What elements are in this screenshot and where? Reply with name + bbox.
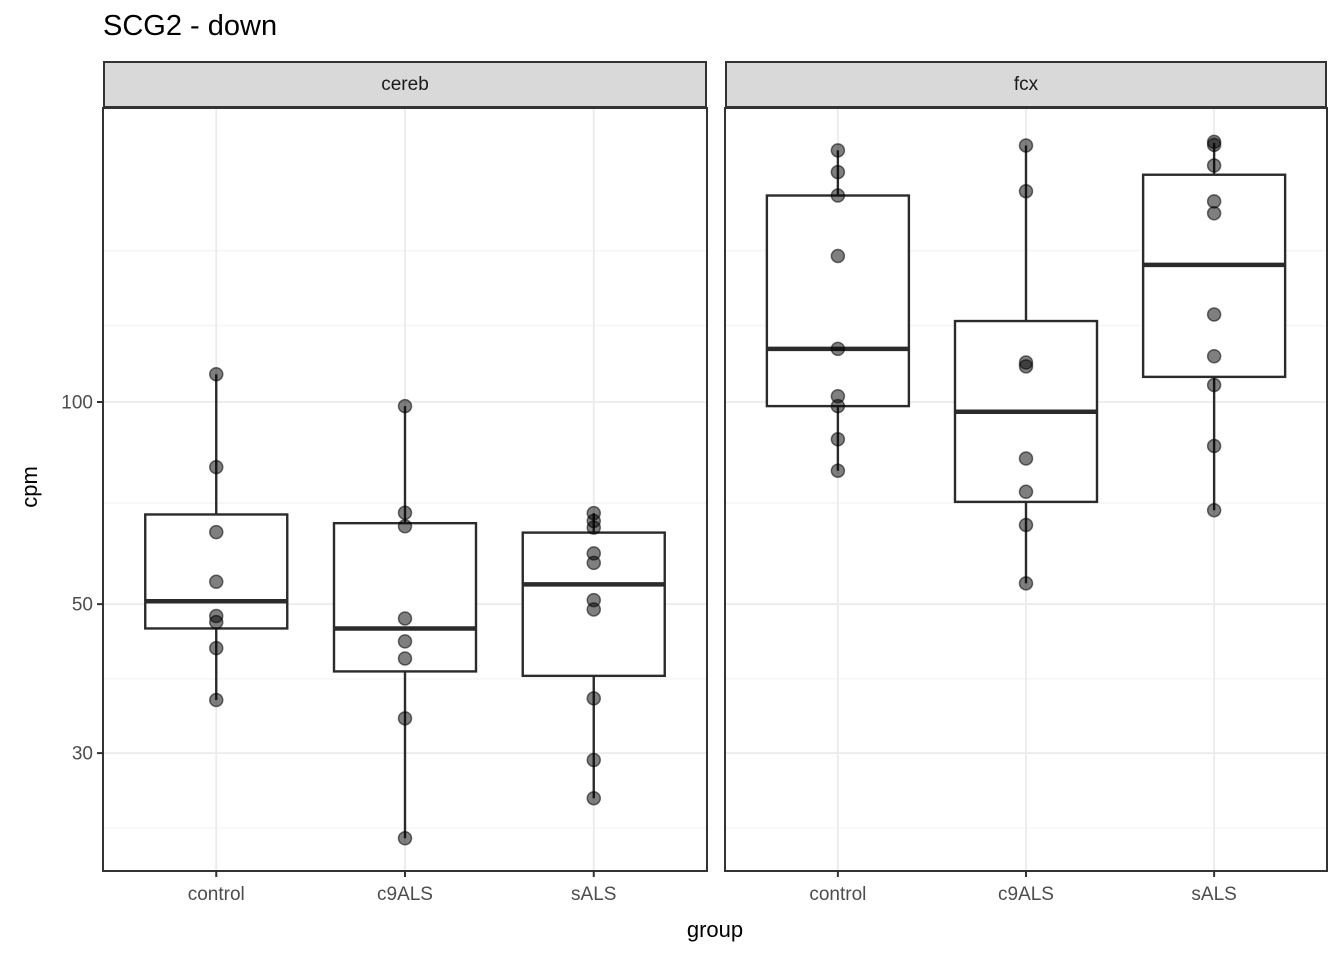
x-tick-label: control	[188, 884, 245, 905]
y-tick-label: 100	[61, 393, 93, 414]
data-point	[397, 651, 413, 666]
data-point	[586, 555, 601, 571]
data-point	[1206, 348, 1222, 364]
data-point	[1018, 484, 1034, 500]
data-point	[586, 691, 601, 706]
data-point	[397, 634, 413, 649]
x-axis-title: group	[686, 917, 744, 942]
y-axis-title: cpm	[17, 466, 42, 508]
data-point	[1206, 438, 1222, 454]
data-point	[1206, 158, 1222, 173]
y-tick-label: 30	[72, 744, 93, 765]
box-fcx-control	[765, 194, 911, 408]
data-point	[586, 602, 601, 617]
data-point	[586, 790, 601, 806]
chart-title: SCG2 - down	[103, 10, 278, 42]
data-point	[1206, 137, 1222, 153]
y-tick-label: 50	[72, 595, 93, 616]
facet-strip-cereb: cereb	[103, 61, 707, 108]
box-cereb-c9ALS	[332, 521, 478, 673]
facet-strip-fcx-label: fcx	[1013, 73, 1039, 95]
data-point	[830, 463, 846, 478]
data-point	[397, 398, 413, 414]
data-point	[397, 831, 413, 846]
data-point	[1206, 307, 1222, 322]
x-tick-label: control	[809, 884, 866, 905]
data-point	[1018, 576, 1034, 591]
data-point	[209, 524, 224, 540]
data-point	[209, 459, 224, 475]
data-point	[209, 574, 224, 589]
data-point	[830, 188, 846, 203]
data-point	[1018, 517, 1034, 533]
data-point	[1206, 377, 1222, 393]
data-point	[1018, 451, 1034, 466]
data-point	[586, 752, 601, 768]
data-point	[830, 432, 846, 447]
x-tick-label: c9ALS	[377, 884, 433, 905]
data-point	[397, 519, 413, 534]
x-tick-label: c9ALS	[998, 884, 1054, 905]
data-point	[586, 520, 601, 535]
data-point	[209, 614, 224, 630]
data-point	[1018, 138, 1034, 153]
data-point	[397, 505, 413, 521]
x-tick-label: sALS	[1191, 884, 1236, 905]
facet-strip-cereb-label: cereb	[381, 73, 429, 95]
data-point	[1206, 194, 1222, 209]
data-point	[209, 692, 224, 708]
data-point	[397, 711, 413, 726]
data-point	[1206, 206, 1222, 221]
data-point	[830, 164, 846, 180]
data-point	[209, 640, 224, 656]
panel-border-fcx	[724, 107, 1328, 872]
data-point	[1018, 359, 1034, 374]
data-point	[830, 398, 846, 414]
data-point	[1018, 183, 1034, 199]
data-point	[830, 143, 846, 158]
data-point	[209, 366, 224, 382]
data-point	[397, 611, 413, 626]
x-tick-label: sALS	[571, 884, 616, 905]
panel-border-cereb	[102, 107, 708, 872]
data-point	[830, 341, 846, 357]
data-point	[830, 248, 846, 264]
data-point	[1206, 502, 1222, 518]
